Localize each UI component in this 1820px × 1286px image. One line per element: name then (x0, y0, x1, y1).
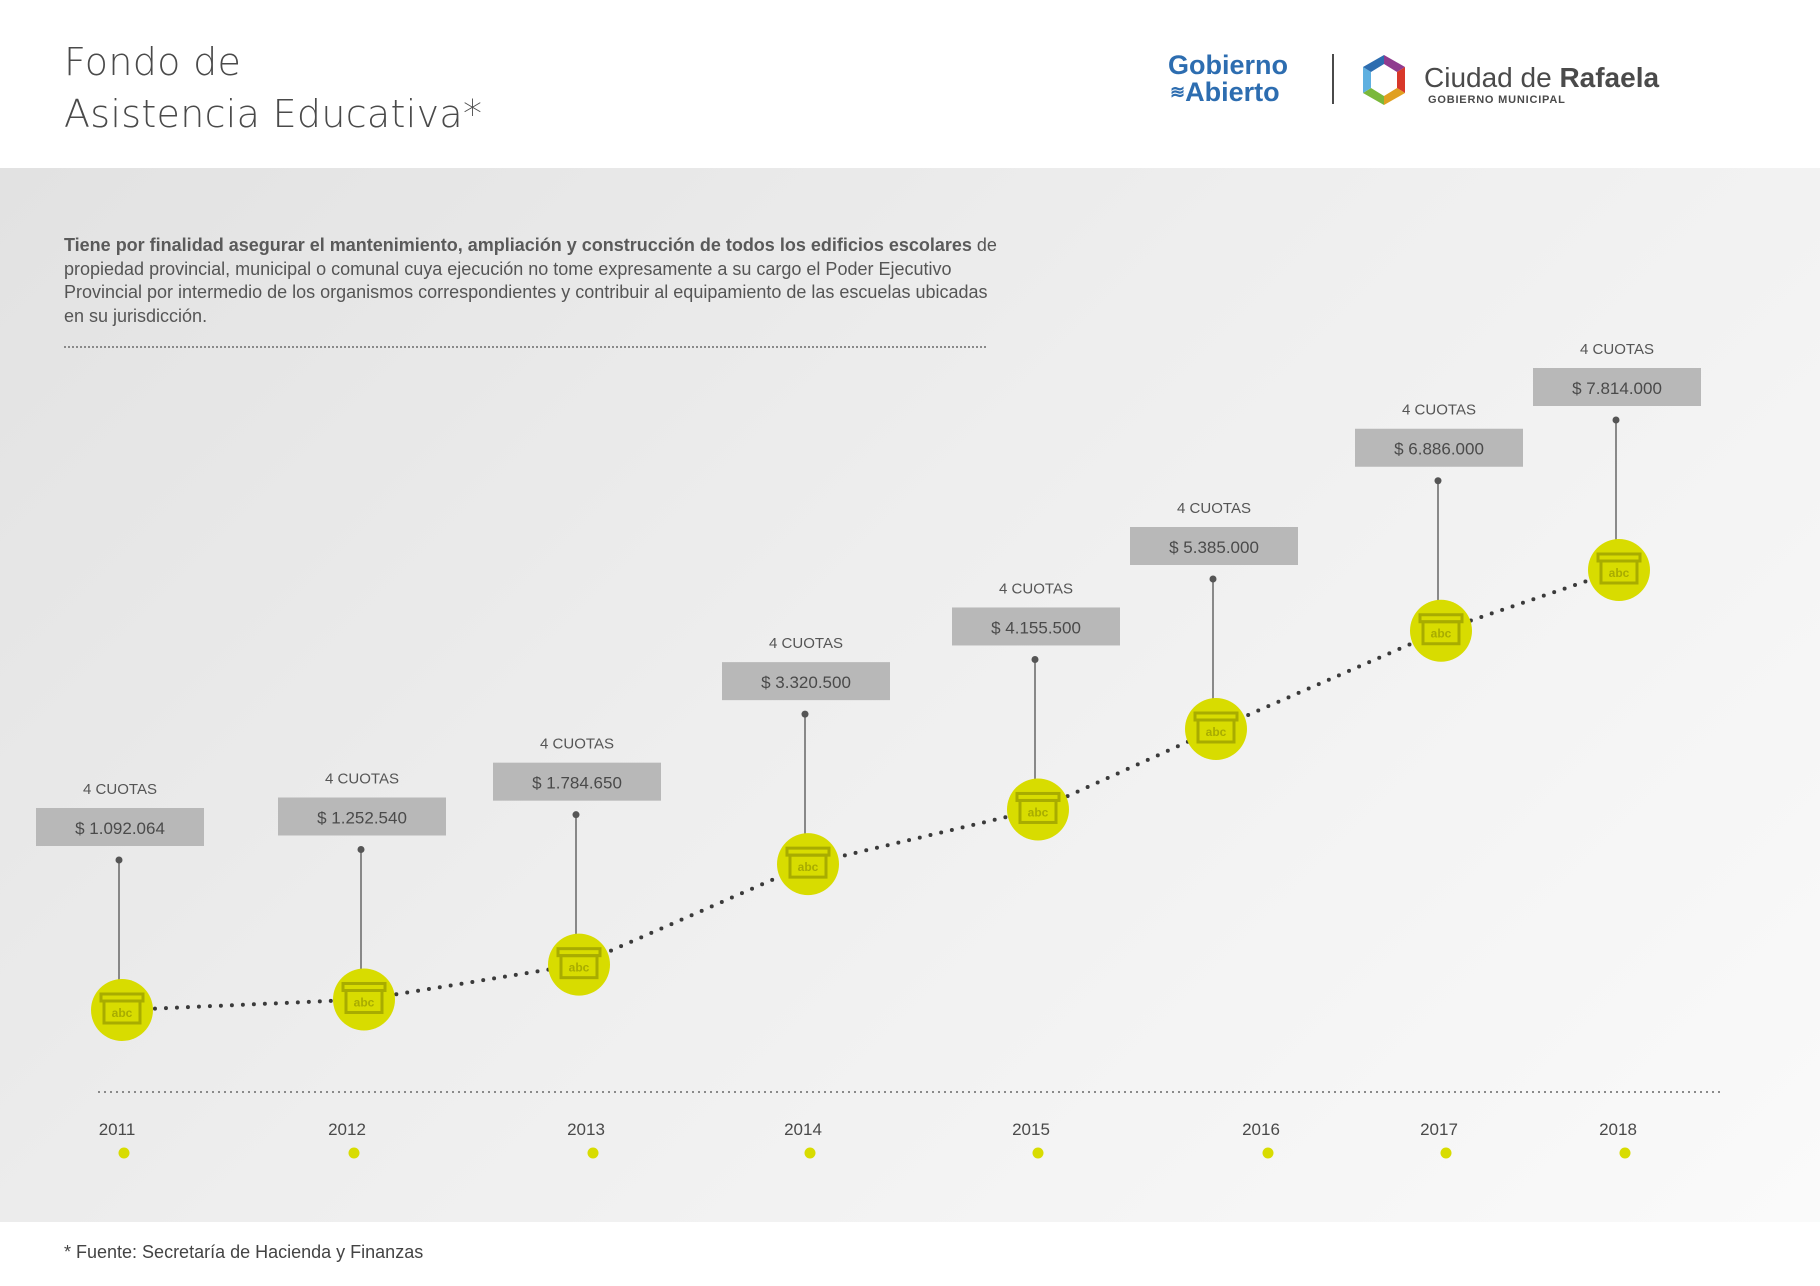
installments-label: 4 CUOTAS (325, 770, 399, 787)
installments-label: 4 CUOTAS (1177, 500, 1251, 517)
year-dot (349, 1148, 360, 1159)
data-point-2015: $ 4.155.500 4 CUOTAS abc 2015 (952, 580, 1120, 1158)
stem-dot (116, 857, 123, 864)
svg-text:abc: abc (569, 961, 590, 975)
stem-dot (1435, 477, 1442, 484)
installments-label: 4 CUOTAS (1580, 341, 1654, 358)
value-label: $ 6.886.000 (1394, 440, 1484, 459)
value-label: $ 5.385.000 (1169, 538, 1259, 557)
year-dot (119, 1148, 130, 1159)
value-label: $ 1.252.540 (317, 808, 407, 827)
year-dot (1620, 1148, 1631, 1159)
value-label: $ 1.784.650 (532, 774, 622, 793)
svg-text:abc: abc (112, 1006, 133, 1020)
stem-dot (573, 811, 580, 818)
x-tick-label: 2012 (328, 1120, 366, 1139)
svg-text:abc: abc (798, 860, 819, 874)
year-dot (1263, 1148, 1274, 1159)
stem-dot (1210, 575, 1217, 582)
installments-label: 4 CUOTAS (1402, 402, 1476, 419)
x-tick-label: 2016 (1242, 1120, 1280, 1139)
stem-dot (358, 846, 365, 853)
stem-dot (802, 711, 809, 718)
value-label: $ 3.320.500 (761, 673, 851, 692)
installments-label: 4 CUOTAS (540, 736, 614, 753)
x-tick-label: 2018 (1599, 1120, 1637, 1139)
value-label: $ 1.092.064 (75, 819, 165, 838)
footnote: * Fuente: Secretaría de Hacienda y Finan… (64, 1242, 423, 1263)
data-point-2017: $ 6.886.000 4 CUOTAS abc 2017 (1355, 402, 1523, 1159)
trend-line (122, 570, 1619, 1010)
installments-label: 4 CUOTAS (769, 635, 843, 652)
data-point-2012: $ 1.252.540 4 CUOTAS abc 2012 (278, 770, 446, 1158)
x-tick-label: 2011 (99, 1120, 136, 1139)
svg-text:abc: abc (1609, 566, 1630, 580)
data-point-2014: $ 3.320.500 4 CUOTAS abc 2014 (722, 635, 890, 1158)
svg-text:abc: abc (354, 995, 375, 1009)
svg-text:abc: abc (1431, 627, 1452, 641)
stem-dot (1032, 656, 1039, 663)
data-point-2016: $ 5.385.000 4 CUOTAS abc 2016 (1130, 500, 1298, 1159)
data-point-2013: $ 1.784.650 4 CUOTAS abc 2013 (493, 736, 661, 1159)
x-tick-label: 2014 (784, 1120, 822, 1139)
year-dot (1441, 1148, 1452, 1159)
svg-text:abc: abc (1206, 725, 1227, 739)
value-label: $ 7.814.000 (1572, 379, 1662, 398)
stem-dot (1613, 417, 1620, 424)
installments-label: 4 CUOTAS (999, 580, 1073, 597)
x-tick-label: 2013 (567, 1120, 605, 1139)
x-tick-label: 2015 (1012, 1120, 1050, 1139)
year-dot (805, 1148, 816, 1159)
x-tick-label: 2017 (1420, 1120, 1458, 1139)
svg-text:abc: abc (1028, 805, 1049, 819)
year-dot (588, 1148, 599, 1159)
installments-label: 4 CUOTAS (83, 781, 157, 798)
value-label: $ 4.155.500 (991, 618, 1081, 637)
data-point-2011: $ 1.092.064 4 CUOTAS abc 2011 (36, 781, 204, 1159)
data-point-2018: $ 7.814.000 4 CUOTAS abc 2018 (1533, 341, 1701, 1159)
year-dot (1033, 1148, 1044, 1159)
